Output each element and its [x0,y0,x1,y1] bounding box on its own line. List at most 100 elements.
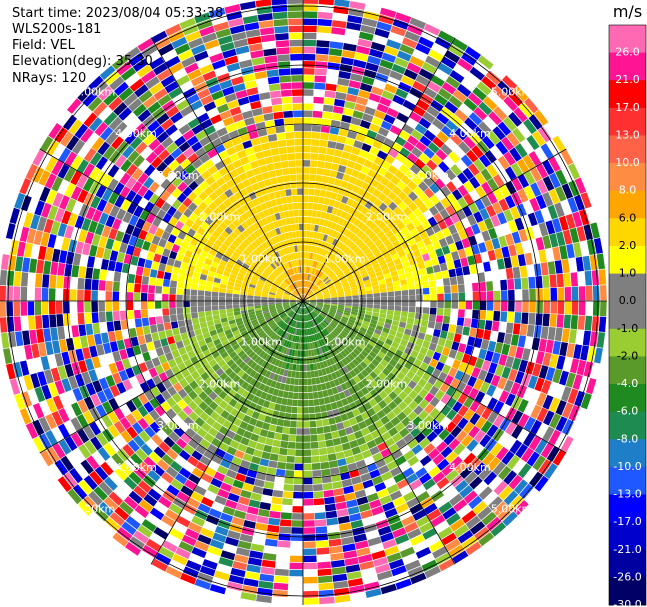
range-gate [311,448,320,456]
range-gate [313,96,324,104]
range-gate [321,310,328,315]
range-gate [135,238,145,249]
range-gate [430,154,443,166]
range-gate [337,77,350,87]
range-gate [158,43,174,56]
range-gate [431,368,442,379]
range-gate [279,447,288,456]
range-gate [198,284,206,291]
range-gate [375,270,384,277]
range-gate [417,214,427,224]
range-gate [211,90,224,101]
range-gate [287,0,303,4]
range-gate [22,330,31,346]
range-gate [207,165,218,175]
range-gate [280,330,286,338]
range-gate [377,192,387,202]
range-gate [391,225,400,235]
range-gate [286,262,291,269]
range-gate [25,163,38,181]
range-gate [376,103,389,114]
range-gate [479,291,487,301]
range-gate [137,335,146,345]
range-gate [72,103,87,119]
range-gate [208,427,219,437]
range-gate [311,455,320,463]
range-gate [384,508,398,519]
range-gate [469,476,483,490]
range-gate [280,241,286,249]
range-gate [580,192,592,209]
range-gate [395,263,404,271]
range-gate [258,211,266,219]
range-gate [438,558,455,572]
range-gate [424,334,433,343]
range-gate [241,212,249,221]
range-gate [225,301,233,305]
range-gate [139,249,148,259]
range-gate [486,384,497,397]
range-gate [91,312,99,324]
range-gate [385,363,395,372]
range-gate [423,23,441,36]
range-gate [358,266,366,272]
range-gate [31,343,40,359]
range-gate [183,288,191,296]
range-gate [380,347,389,355]
range-gate [299,266,302,273]
range-gate [50,261,59,276]
range-gate [245,367,254,375]
range-gate [436,286,444,294]
range-gate [197,88,211,100]
range-gate [256,348,263,356]
range-gate [20,272,29,287]
range-gate [336,422,345,431]
range-gate [366,492,379,503]
range-gate [297,350,301,357]
range-gate [412,374,422,384]
range-gate [73,336,82,350]
range-gate [214,495,227,506]
range-gate [524,97,539,114]
range-gate [234,333,242,340]
range-gate [319,361,325,369]
range-gate [336,286,343,290]
range-gate [223,140,234,150]
range-gate [173,334,182,343]
range-gate [125,413,137,426]
range-gate [565,372,576,388]
range-gate [369,204,379,213]
range-gate [329,126,340,135]
range-gate [542,313,550,327]
range-gate [225,163,236,173]
range-gate [308,292,314,297]
range-gate [279,383,286,391]
range-gate [101,414,113,428]
range-gate [196,427,208,438]
range-gate [289,326,293,334]
range-gate [298,307,302,314]
range-gate [290,181,297,189]
range-gate [245,272,253,278]
range-gate [441,346,451,357]
range-gate [268,264,275,271]
range-gate [209,52,224,63]
range-gate [366,343,374,351]
range-gate [300,287,303,294]
range-gate [487,456,501,471]
range-gate [378,221,387,230]
range-gate [165,55,181,68]
range-gate [486,424,499,438]
range-gate [533,263,542,277]
range-gate [314,253,318,261]
range-gate [353,140,364,149]
range-gate [83,410,95,425]
range-gate [211,291,219,297]
range-gate [355,459,367,469]
range-gate [421,313,429,321]
range-gate [235,236,243,245]
range-gate [460,334,469,345]
range-gate [313,398,320,406]
range-gate [490,65,506,80]
